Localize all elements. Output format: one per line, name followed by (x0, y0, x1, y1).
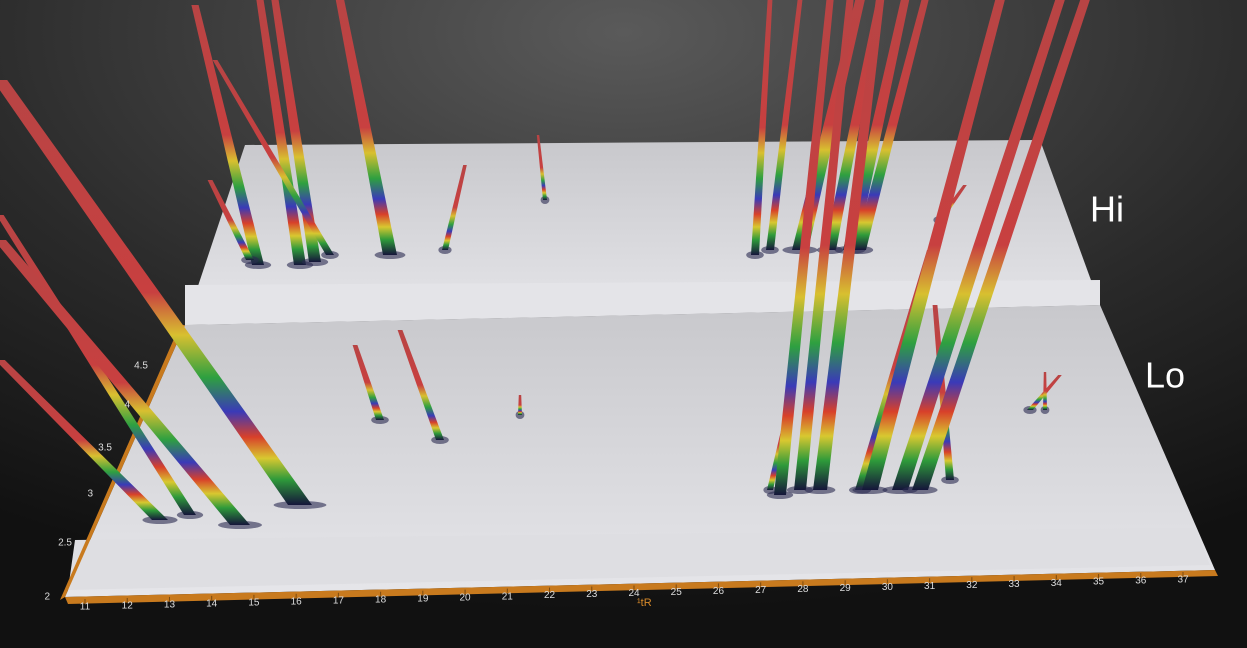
peak (932, 305, 954, 480)
peak (766, 0, 803, 250)
peak (0, 360, 168, 520)
peak (1043, 372, 1047, 410)
x-tick-label: 34 (1051, 578, 1063, 589)
x-tick-label: 27 (755, 585, 767, 596)
y-tick-label: 4 (124, 400, 130, 411)
x-tick-label: 32 (966, 580, 978, 591)
peak (207, 180, 254, 260)
peak (794, 0, 854, 490)
peak (774, 0, 834, 495)
x-tick-label: 13 (164, 600, 176, 611)
x-tick-label: 26 (713, 586, 725, 597)
y-tick-label: 2 (44, 592, 50, 603)
x-tick-label: 22 (544, 590, 556, 601)
x-tick-label: 14 (206, 599, 218, 610)
peak (892, 0, 1065, 490)
peak (0, 240, 250, 525)
peak (212, 60, 334, 255)
plane-label: Hi (1090, 189, 1124, 230)
x-tick-label: 18 (375, 594, 387, 605)
x-tick-label: 15 (248, 597, 260, 608)
y-axis-strip (60, 325, 185, 600)
peak (352, 345, 384, 420)
peak (751, 0, 773, 255)
lower-ridge (68, 528, 1210, 590)
y-tick-label: 3 (87, 489, 93, 500)
x-tick-label: 20 (460, 592, 472, 603)
peaks (0, 0, 1090, 529)
peak (442, 165, 467, 250)
x-tick-label: 28 (797, 584, 809, 595)
upper-ridge (185, 280, 1100, 325)
peak (536, 135, 547, 200)
peak (0, 80, 312, 505)
x-axis-title: ¹tR (637, 597, 652, 609)
x-tick-label: 35 (1093, 577, 1105, 588)
x-tick-label: 17 (333, 595, 345, 606)
x-tick-label: 30 (882, 582, 894, 593)
peak (518, 395, 522, 415)
lower-plane (65, 305, 1215, 597)
peak (191, 5, 264, 265)
x-tick-label: 24 (628, 588, 640, 599)
plane-label: Lo (1145, 355, 1185, 396)
y-tick-label: 3.5 (98, 443, 112, 454)
x-tick-label: 37 (1177, 575, 1189, 586)
x-tick-label: 11 (80, 602, 91, 613)
peak (335, 0, 397, 255)
y-tick-label: 2.5 (58, 538, 72, 549)
x-tick-label: 36 (1135, 576, 1147, 587)
x-tick-label: 25 (671, 587, 683, 598)
x-tick-label: 29 (840, 583, 852, 594)
x-tick-label: 21 (502, 591, 514, 602)
x-tick-label: 12 (122, 601, 134, 612)
peak (862, 0, 1005, 490)
peak (912, 0, 1090, 490)
x-tick-label: 23 (586, 589, 598, 600)
peak (854, 0, 929, 250)
x-tick-label: 16 (291, 596, 303, 607)
peak (397, 330, 444, 440)
x-tick-label: 19 (417, 593, 429, 604)
x-tick-label: 33 (1009, 579, 1021, 590)
peak (813, 0, 885, 490)
y-tick-label: 4.5 (134, 361, 148, 372)
peak (271, 0, 321, 262)
x-tick-label: 31 (924, 581, 936, 592)
